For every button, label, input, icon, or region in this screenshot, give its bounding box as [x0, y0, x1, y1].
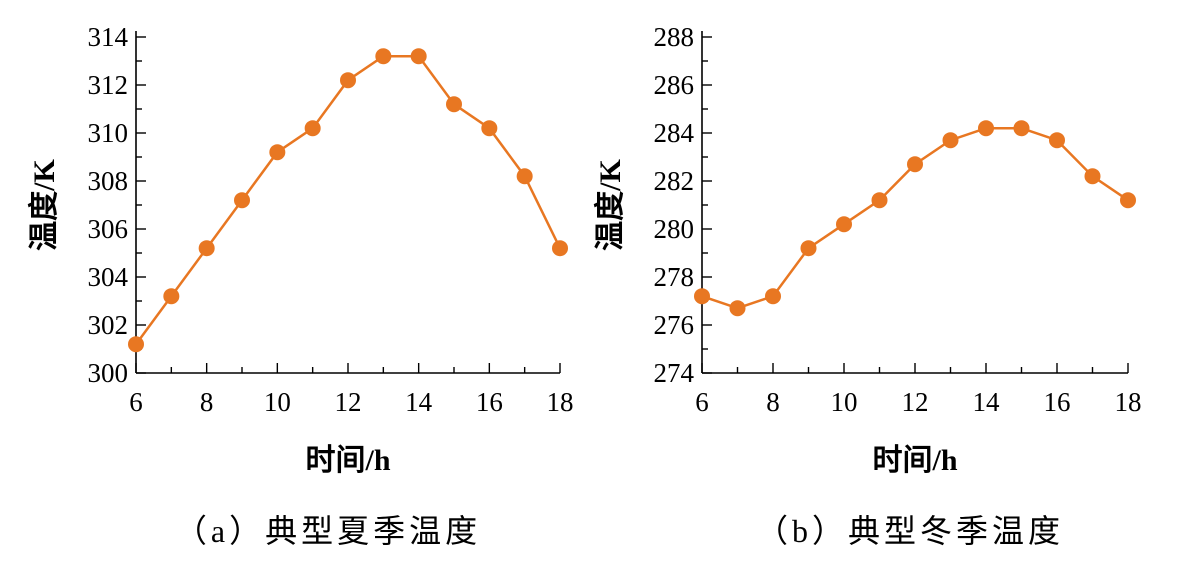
- y-tick-label: 310: [88, 118, 129, 148]
- x-tick-label: 18: [1115, 387, 1142, 417]
- data-point: [1049, 132, 1065, 149]
- x-tick-label: 6: [695, 387, 709, 417]
- y-tick-label: 288: [654, 22, 695, 52]
- y-tick-label: 278: [654, 262, 695, 292]
- y-tick-label: 280: [654, 214, 695, 244]
- subfigure-caption: （a）典型夏季温度: [175, 513, 481, 549]
- data-point: [340, 72, 356, 89]
- y-tick-label: 302: [88, 310, 129, 340]
- x-tick-label: 12: [335, 387, 362, 417]
- data-point: [836, 216, 852, 233]
- data-point: [1120, 192, 1136, 209]
- x-tick-label: 8: [766, 387, 780, 417]
- data-point: [446, 96, 462, 113]
- data-point: [552, 240, 568, 257]
- data-point: [765, 288, 781, 305]
- y-tick-label: 308: [88, 166, 129, 196]
- chart-winter-temperature: 274 276 278 280 282 284 286 288 6 8 10 12 14 16 18 温度/K…: [594, 22, 1142, 549]
- data-point: [163, 288, 180, 305]
- data-point: [942, 132, 959, 149]
- x-tick-label: 12: [902, 387, 929, 417]
- data-point: [198, 240, 215, 257]
- y-tick-label: 314: [88, 22, 129, 52]
- data-point: [269, 144, 286, 161]
- data-point: [978, 120, 994, 137]
- x-axis-label: 时间/h: [305, 444, 390, 477]
- x-tick-label: 14: [405, 387, 433, 417]
- y-tick-label: 286: [654, 70, 695, 100]
- data-point: [907, 156, 923, 173]
- y-tick-label: 282: [654, 166, 695, 196]
- subfigure-caption: （b）典型冬季温度: [756, 513, 1064, 549]
- y-tick-label: 312: [88, 70, 129, 100]
- x-tick-label: 10: [264, 387, 291, 417]
- y-axis-label: 温度/K: [28, 159, 61, 251]
- data-point: [729, 300, 746, 317]
- data-point: [1084, 168, 1101, 185]
- data-point: [694, 288, 710, 305]
- data-point: [304, 120, 321, 137]
- data-point: [234, 192, 250, 209]
- y-tick-label: 306: [88, 214, 129, 244]
- x-axis-label: 时间/h: [872, 444, 957, 477]
- series-line: [701, 126, 1129, 310]
- data-point: [800, 240, 817, 257]
- y-axis-label: 温度/K: [594, 159, 627, 251]
- y-tick-label: 284: [654, 118, 695, 148]
- x-tick-label: 8: [200, 387, 214, 417]
- x-tick-label: 6: [129, 387, 143, 417]
- data-point: [128, 336, 144, 353]
- data-point: [481, 120, 498, 137]
- chart-summer-temperature: 300 302 304 306 308 310 312 314 6 8 10 12 14 16 18 温度/K…: [28, 22, 574, 549]
- data-point: [410, 48, 427, 65]
- series-line: [134, 54, 562, 345]
- data-point: [871, 192, 888, 209]
- y-tick-label: 304: [88, 262, 129, 292]
- y-tick-label: 276: [654, 310, 695, 340]
- data-point: [375, 48, 392, 65]
- x-tick-label: 16: [476, 387, 503, 417]
- y-tick-label: 274: [654, 358, 695, 388]
- x-tick-label: 14: [973, 387, 1001, 417]
- data-point: [516, 168, 533, 185]
- x-tick-label: 10: [831, 387, 858, 417]
- y-tick-label: 300: [88, 358, 129, 388]
- x-tick-label: 16: [1044, 387, 1071, 417]
- x-tick-label: 18: [547, 387, 574, 417]
- data-point: [1013, 120, 1030, 137]
